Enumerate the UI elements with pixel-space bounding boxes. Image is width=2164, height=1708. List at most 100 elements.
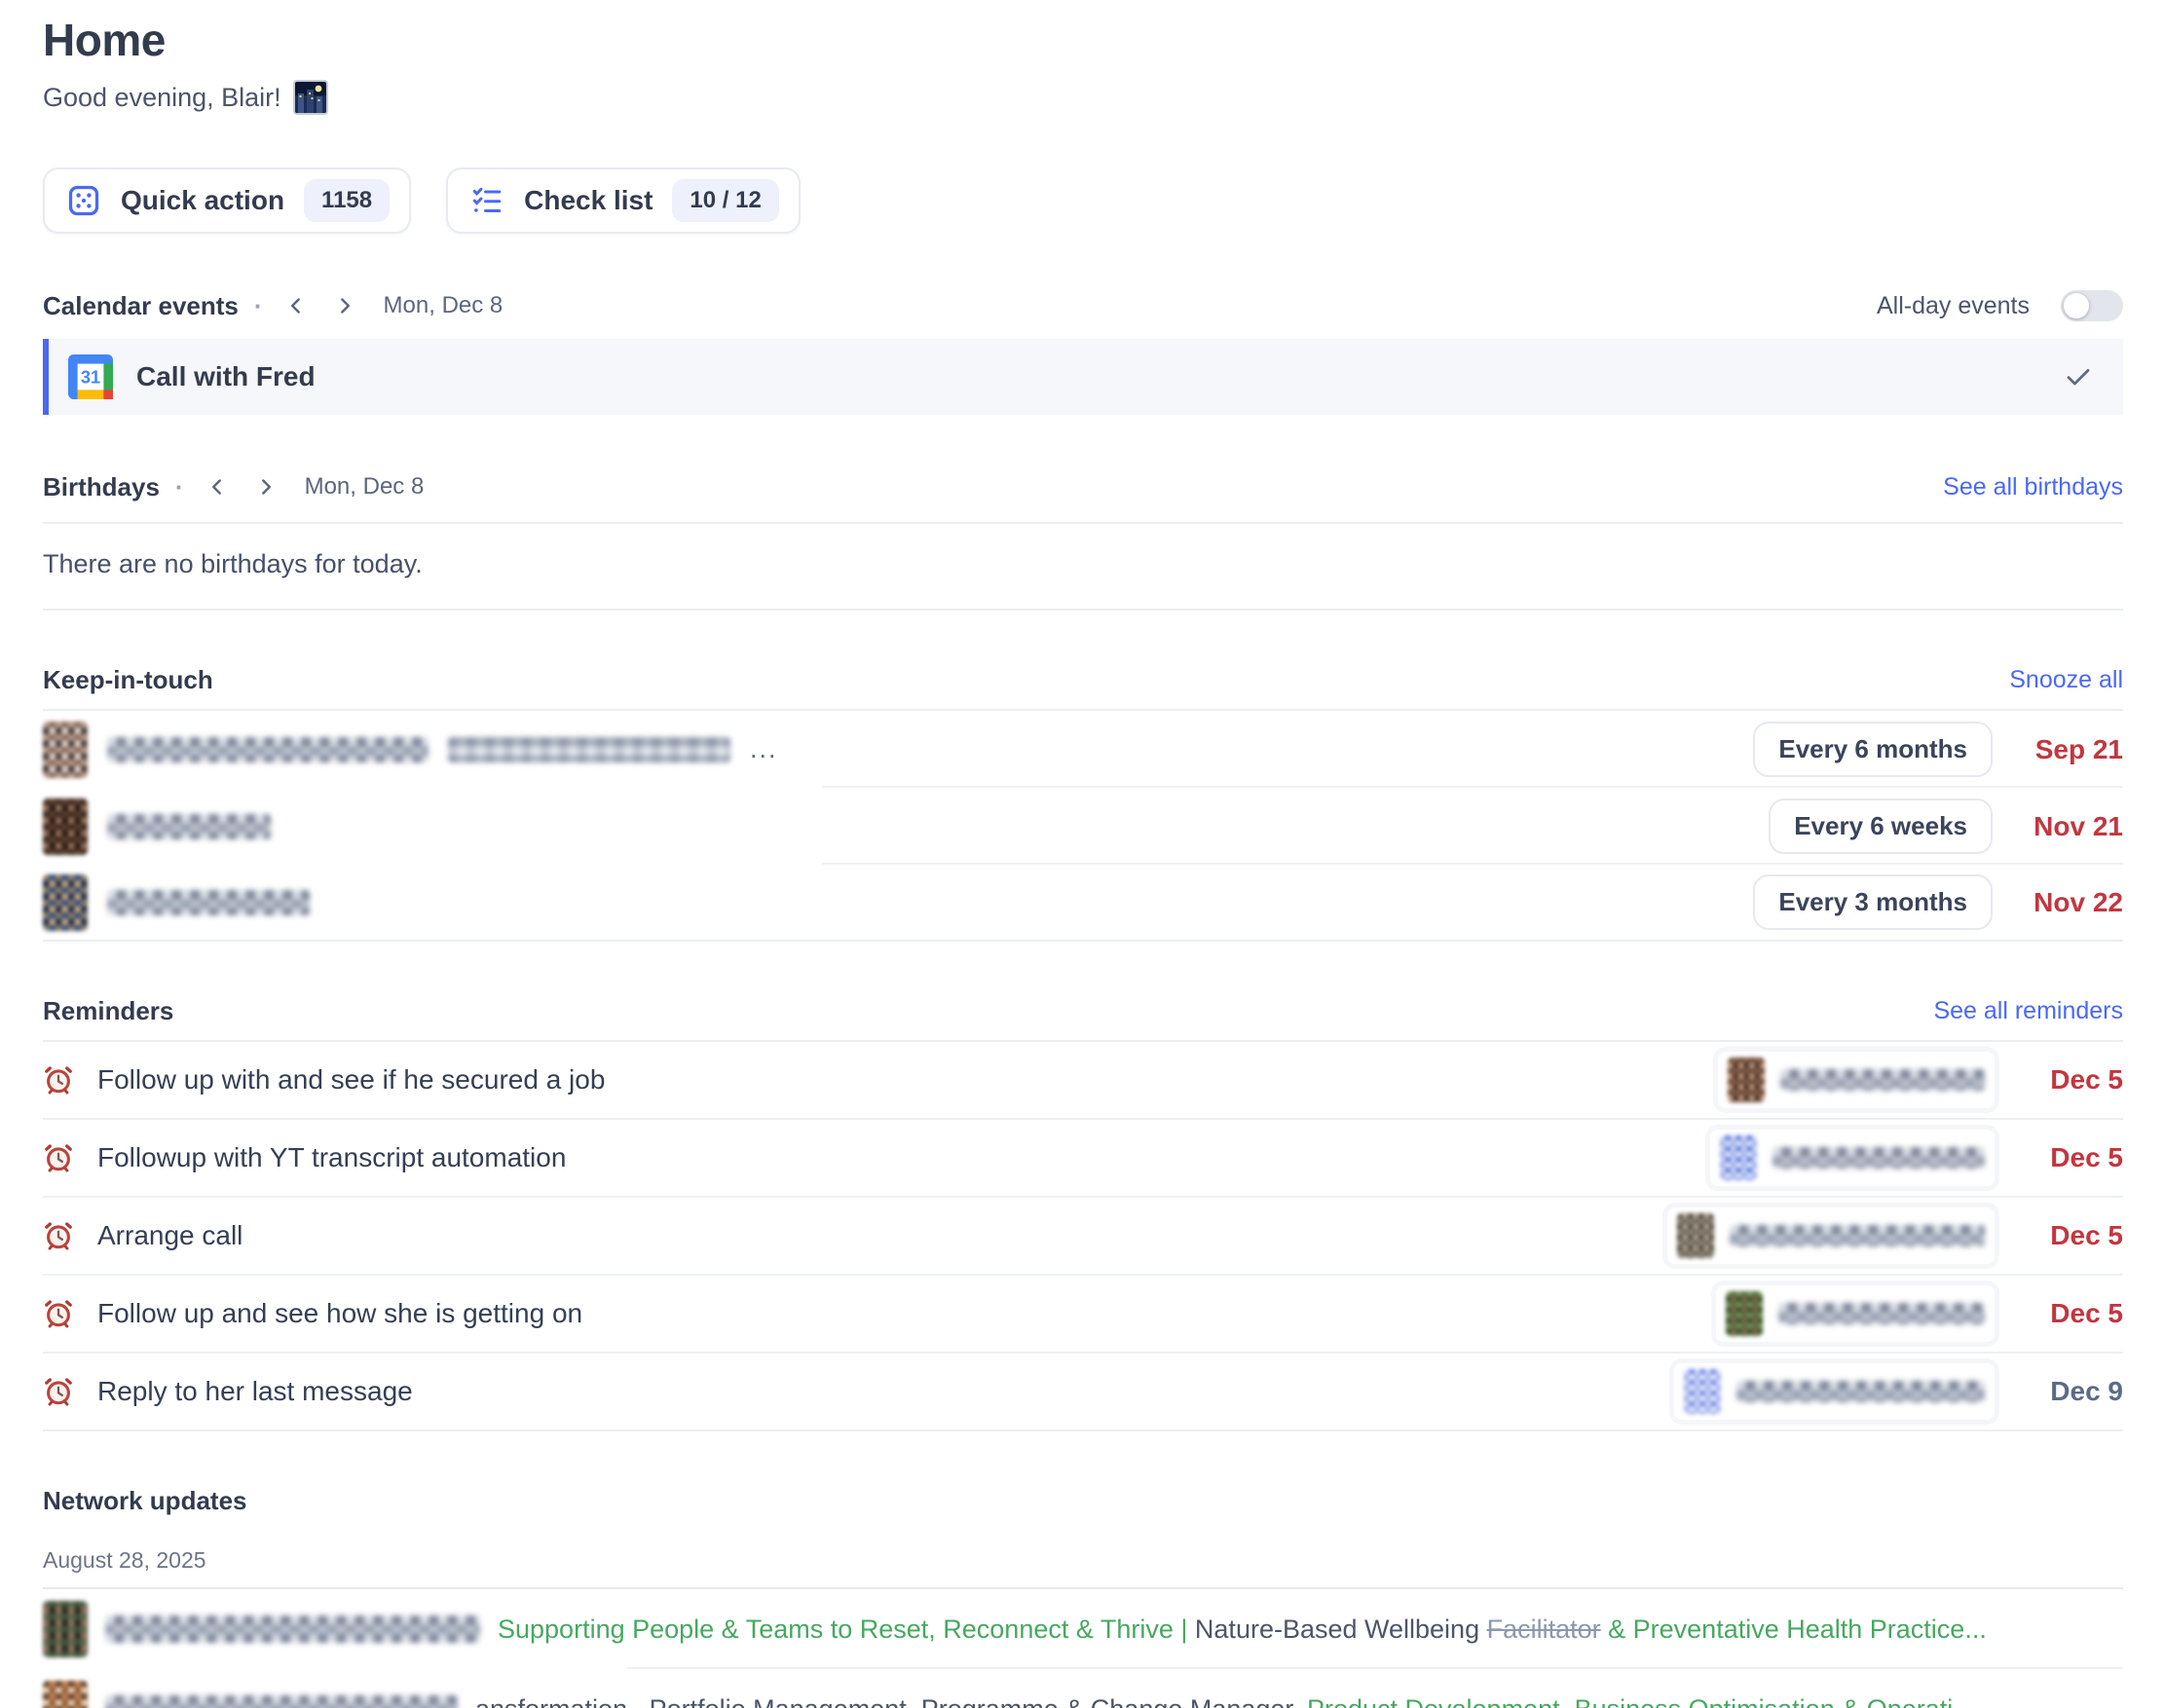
reminder-row[interactable]: Followup with YT transcript automation D… [43,1120,2123,1198]
contact-chip[interactable] [1667,1207,1995,1264]
kit-row-right: Every 6 weeks Nov 21 [1769,798,2123,854]
contact-chip[interactable] [1718,1052,1995,1108]
divider [43,522,2123,524]
network-updates-header: Network updates [43,1486,2123,1516]
snooze-all-link[interactable]: Snooze all [2009,666,2123,693]
greeting-text: Good evening, Blair! [43,82,281,112]
birthdays-empty-message: There are no birthdays for today. [43,549,423,578]
divider [43,1040,2123,1042]
reminder-row-right: Dec 5 [1716,1285,2123,1342]
redacted-contact-name [105,1695,458,1708]
check-icon[interactable] [2063,361,2094,392]
see-all-reminders-link[interactable]: See all reminders [1933,997,2123,1024]
divider [43,1587,2123,1589]
see-all-birthdays-link[interactable]: See all birthdays [1943,472,2123,501]
redacted-contact-name [107,889,310,915]
reminder-row[interactable]: Reply to her last message Dec 9 [43,1354,2123,1431]
night-cityscape-emoji [292,80,328,115]
toggle-knob [2064,293,2089,318]
dot-separator: · [253,290,263,320]
birthdays-date-label: Mon, Dec 8 [304,473,425,500]
reminder-row-right: Dec 5 [1710,1130,2123,1186]
alarm-clock-icon [45,1222,72,1250]
alarm-clock-icon [45,1378,72,1406]
avatar [1726,1291,1763,1336]
kit-frequency-badge[interactable]: Every 3 months [1753,874,1993,930]
alarm-clock-icon [45,1144,72,1172]
kit-due-date: Sep 21 [2034,733,2123,764]
calendar-events-header: Calendar events · Mon, Dec 8 All-day eve… [43,288,2123,323]
kit-due-date: Nov 21 [2033,810,2123,841]
redacted-contact-name [1780,1069,1985,1091]
network-headline-diff: ansformation . Portfolio Management. Pro… [475,1694,1975,1708]
keep-in-touch-header: Keep-in-touch Snooze all [43,665,2123,695]
redacted-contact-name [1778,1303,1985,1324]
reminders-header: Reminders See all reminders [43,996,2123,1026]
all-day-events-toggle[interactable] [2061,290,2123,321]
reminder-text: Follow up and see how she is getting on [97,1298,583,1328]
quick-action-label: Quick action [121,185,285,215]
check-list-label: Check list [524,185,653,215]
network-update-row[interactable]: Supporting People & Teams to Reset, Reco… [43,1589,2123,1669]
reminder-row-right: Dec 9 [1674,1363,2123,1420]
calendar-date-label: Mon, Dec 8 [383,292,504,318]
quick-action-button[interactable]: Quick action 1158 [43,167,412,234]
redacted-contact-detail [448,736,730,762]
check-list-button[interactable]: Check list 10 / 12 [446,167,801,234]
checklist-icon [472,187,502,212]
reminder-text: Reply to her last message [97,1376,413,1406]
contact-chip[interactable] [1710,1130,1995,1186]
avatar [1720,1135,1757,1180]
keep-in-touch-row[interactable]: ... Every 6 months Sep 21 [43,711,2123,788]
redacted-contact-name [105,1615,480,1643]
contact-chip[interactable] [1716,1285,1995,1342]
check-list-count-badge: 10 / 12 [672,179,779,222]
reminder-date: Dec 5 [2050,1142,2123,1172]
kit-frequency-badge[interactable]: Every 6 months [1753,722,1993,777]
truncation-ellipsis: ... [750,734,778,763]
calendar-prev-day-button[interactable] [279,288,314,323]
avatar [43,798,88,855]
keep-in-touch-row[interactable]: Every 3 months Nov 22 [43,865,2123,942]
birthdays-prev-day-button[interactable] [200,469,235,504]
reminder-row[interactable]: Follow up with and see if he secured a j… [43,1042,2123,1120]
avatar [43,1681,88,1708]
avatar [43,873,88,931]
divider [43,609,2123,611]
quick-actions-bar: Quick action 1158 Check list 10 / 12 [43,167,2123,234]
reminder-row-right: Dec 5 [1718,1052,2123,1108]
headline-added-segment: Product Development. Business Optimisati… [1307,1694,1975,1708]
reminder-text: Arrange call [97,1220,243,1250]
section-title-keep-in-touch: Keep-in-touch [43,665,213,694]
reminder-date: Dec 5 [2050,1298,2123,1328]
avatar [1728,1058,1765,1102]
reminder-row[interactable]: Follow up and see how she is getting on … [43,1276,2123,1354]
section-title-calendar-events: Calendar events [43,290,239,320]
contact-chip[interactable] [1674,1363,1995,1420]
kit-due-date: Nov 22 [2033,886,2123,917]
calendar-next-day-button[interactable] [327,288,362,323]
avatar [43,721,88,778]
reminder-text: Followup with YT transcript automation [97,1142,567,1172]
network-update-row[interactable]: ansformation . Portfolio Management. Pro… [43,1669,2123,1708]
headline-removed-segment: Facilitator [1486,1614,1601,1644]
avatar [1684,1369,1721,1414]
quick-action-count-badge: 1158 [304,179,391,222]
reminder-row[interactable]: Arrange call Dec 5 [43,1198,2123,1276]
reminder-date: Dec 5 [2050,1220,2123,1250]
reminder-row-right: Dec 5 [1667,1207,2123,1264]
event-title: Call with Fred [136,361,316,391]
birthdays-header: Birthdays · Mon, Dec 8 See all birthdays [43,469,2123,504]
calendar-event-row[interactable]: 31 Call with Fred [43,339,2123,415]
greeting: Good evening, Blair! [43,80,2123,115]
birthdays-next-day-button[interactable] [248,469,283,504]
section-title-birthdays: Birthdays [43,471,160,501]
headline-added-segment: & Preventative Health Practice... [1608,1614,1987,1644]
redacted-contact-name [107,813,271,839]
chevron-right-icon [261,479,271,495]
network-headline-diff: Supporting People & Teams to Reset, Reco… [498,1615,1987,1645]
kit-frequency-badge[interactable]: Every 6 weeks [1769,798,1993,854]
keep-in-touch-row[interactable]: Every 6 weeks Nov 21 [43,788,2123,865]
reminder-date: Dec 5 [2050,1064,2123,1095]
